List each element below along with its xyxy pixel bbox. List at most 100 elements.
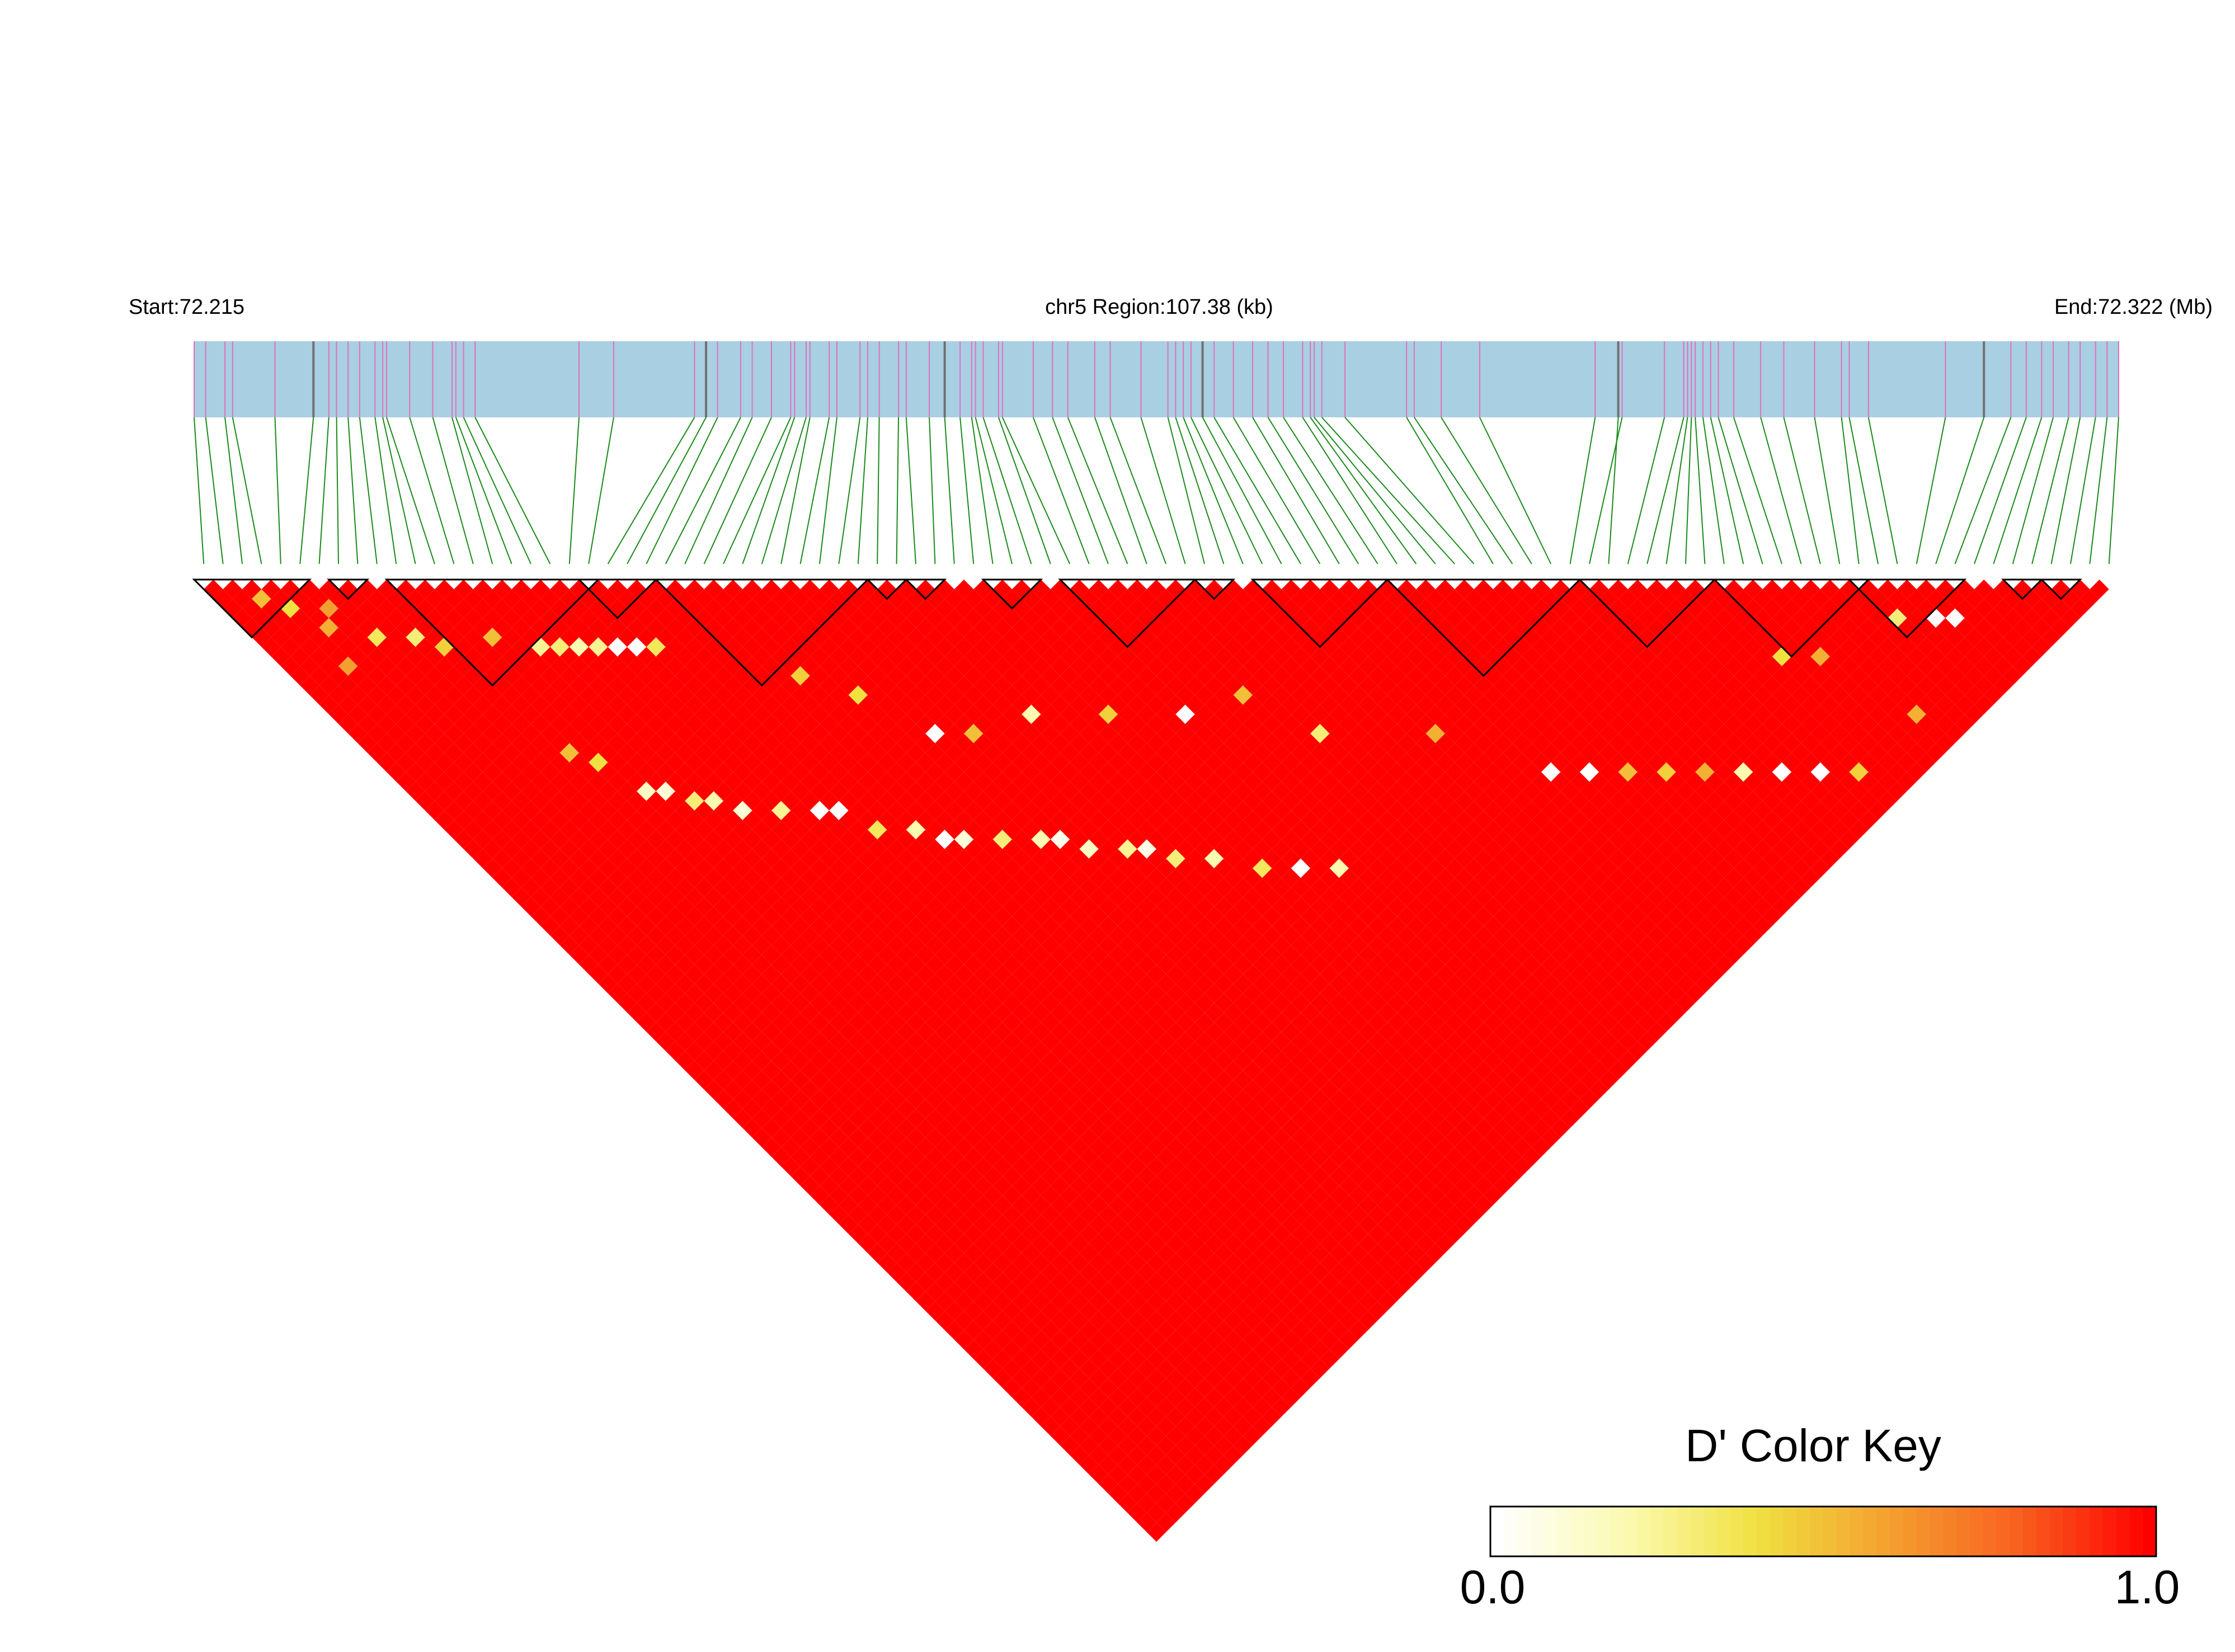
ld-cell — [983, 1339, 1003, 1359]
ld-cell — [1108, 772, 1128, 792]
ld-cell — [1377, 983, 1397, 1003]
ld-cell — [1127, 1291, 1147, 1311]
ld-cell — [1416, 1234, 1436, 1253]
ld-cell — [377, 618, 397, 638]
ld-cell — [887, 704, 906, 724]
ld-cell — [1493, 1176, 1513, 1196]
ld-cell — [1368, 1263, 1387, 1282]
ld-cell — [1320, 964, 1339, 984]
ld-cell — [1281, 1003, 1301, 1023]
ld-cell — [1281, 849, 1301, 868]
ld-cell — [1397, 1176, 1417, 1196]
ld-cell — [742, 1022, 762, 1042]
snp-connector-line — [1067, 417, 1128, 564]
ld-cell — [964, 1282, 984, 1301]
ld-cell — [1483, 1089, 1503, 1109]
snp-connector-line — [2050, 417, 2081, 564]
ld-cell — [1224, 1061, 1243, 1080]
ld-cell — [820, 1041, 839, 1061]
snp-connector-line — [959, 417, 975, 564]
ld-cell — [839, 1176, 858, 1196]
ld-cell — [377, 676, 397, 695]
ld-cell — [791, 897, 810, 916]
ld-cell — [1243, 868, 1263, 888]
ld-cell — [261, 637, 281, 657]
ld-cell — [742, 964, 762, 984]
ld-cell — [1108, 1137, 1128, 1157]
snp-connector-line — [359, 417, 378, 564]
ld-cell — [1272, 1032, 1291, 1051]
ld-cell — [935, 1157, 954, 1176]
ld-cell — [1022, 1205, 1041, 1225]
ld-cell — [1320, 1311, 1339, 1330]
ld-cell — [1310, 1359, 1330, 1378]
ld-cell — [598, 858, 618, 878]
ld-cell — [694, 878, 714, 897]
ld-cell — [1012, 868, 1032, 888]
ld-cell — [1031, 637, 1051, 657]
ld-cell — [742, 983, 762, 1003]
ld-cell — [887, 839, 906, 859]
ld-cell — [1146, 1080, 1166, 1099]
ld-cell — [627, 791, 647, 811]
ld-cell — [1108, 830, 1128, 849]
ld-cell — [1281, 926, 1301, 945]
ld-cell — [1281, 1080, 1301, 1099]
ld-cell — [1031, 1234, 1051, 1253]
ld-cell — [1253, 858, 1272, 878]
ld-cell — [1070, 1387, 1089, 1408]
ld-cell — [1127, 1503, 1147, 1523]
ld-cell — [906, 1282, 926, 1301]
ld-cell — [627, 868, 647, 888]
ld-cell — [1194, 1243, 1215, 1263]
snp-connector-line — [1252, 417, 1340, 564]
ld-cell — [887, 1147, 906, 1167]
ld-cell — [1012, 964, 1032, 984]
ld-cell-group — [204, 580, 2109, 1542]
ld-cell — [723, 1080, 743, 1099]
ld-cell — [1137, 993, 1156, 1013]
ld-cell — [868, 1185, 887, 1205]
ld-cell — [1512, 1099, 1532, 1119]
ld-cell — [916, 1176, 935, 1196]
ld-cell — [771, 782, 791, 801]
ld-cell — [1031, 945, 1051, 964]
ld-cell — [1349, 993, 1368, 1013]
ld-cell — [290, 589, 310, 609]
ld-cell — [868, 1089, 887, 1109]
ld-cell — [1108, 1349, 1128, 1369]
ld-cell — [887, 993, 906, 1013]
ld-cell — [328, 628, 349, 647]
ld-cell — [1012, 580, 1032, 599]
ld-cell — [1397, 1118, 1417, 1138]
ld-cell — [1185, 733, 1204, 753]
ld-cell — [646, 983, 666, 1003]
ld-cell — [675, 839, 695, 859]
ld-cell — [1204, 752, 1224, 772]
ld-cell — [1397, 1003, 1417, 1023]
ld-cell — [1416, 1022, 1436, 1042]
ld-cell — [579, 647, 599, 666]
ld-cell — [791, 993, 810, 1013]
ld-cell — [1339, 926, 1359, 945]
ld-cell — [579, 762, 599, 782]
ld-cell — [1156, 1359, 1176, 1378]
ld-cell — [723, 945, 743, 964]
ld-cell — [964, 1339, 984, 1359]
snp-connector-line — [905, 417, 916, 564]
ld-cell — [820, 580, 839, 599]
ld-cell — [1291, 916, 1311, 936]
ld-cell — [1127, 714, 1147, 734]
ld-cell — [1175, 1166, 1195, 1186]
ld-cell — [1493, 1061, 1513, 1080]
ld-cell — [1108, 1446, 1128, 1465]
ld-cell — [357, 733, 377, 753]
ld-cell — [964, 1205, 984, 1225]
ld-cell — [1002, 1185, 1022, 1205]
ld-cell — [906, 1205, 926, 1225]
ld-cell — [1301, 1272, 1320, 1292]
ld-cell — [1137, 704, 1156, 724]
ld-cell — [906, 1243, 926, 1263]
ld-cell — [1194, 839, 1215, 859]
ld-cell — [1349, 1013, 1368, 1032]
